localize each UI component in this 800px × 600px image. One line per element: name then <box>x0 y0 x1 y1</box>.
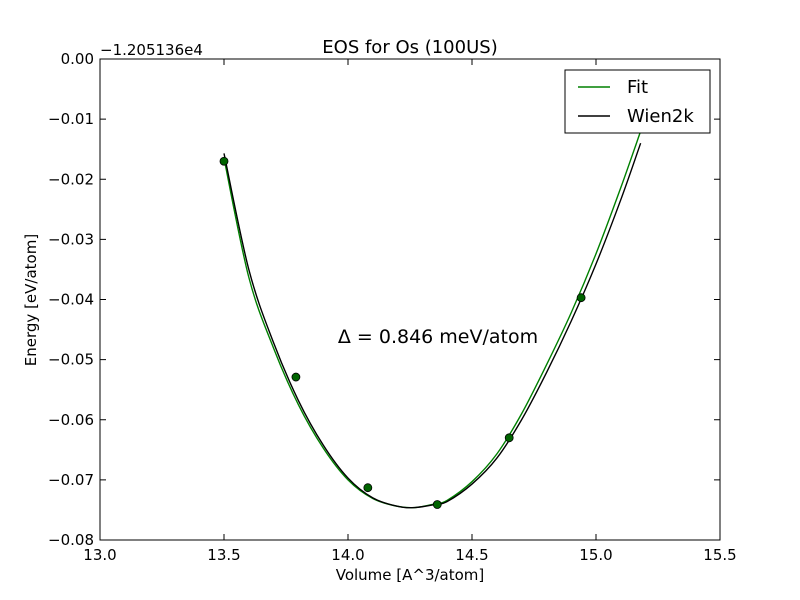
y-tick-label: −0.02 <box>48 170 94 188</box>
y-offset-label: −1.205136e4 <box>100 41 203 59</box>
x-tick-label: 13.5 <box>207 546 240 564</box>
legend-label-wien2k: Wien2k <box>627 106 694 127</box>
data-point <box>291 372 301 382</box>
legend-box <box>564 69 711 134</box>
y-tick-label: −0.03 <box>48 230 94 248</box>
x-tick-label: 15.5 <box>703 546 736 564</box>
x-tick-label: 14.0 <box>331 546 364 564</box>
y-tick-label: −0.04 <box>48 291 94 309</box>
y-tick-label: −0.01 <box>48 110 94 128</box>
y-tick-label: −0.07 <box>48 471 94 489</box>
data-point <box>504 433 514 443</box>
data-point <box>363 483 373 493</box>
y-tick-label: 0.00 <box>61 50 94 68</box>
y-tick-label: −0.06 <box>48 411 94 429</box>
annotation-delta: Δ = 0.846 meV/atom <box>338 326 538 348</box>
chart-title: EOS for Os (100US) <box>322 37 497 58</box>
data-point <box>432 500 442 509</box>
legend-label-fit: Fit <box>627 77 648 98</box>
x-tick-label: 13.0 <box>83 546 116 564</box>
y-tick-label: −0.05 <box>48 351 94 369</box>
data-point <box>219 156 229 166</box>
y-tick-label: −0.08 <box>48 531 94 549</box>
plot-frame <box>99 58 721 541</box>
x-axis-title: Volume [A^3/atom] <box>336 566 485 584</box>
data-point <box>576 293 586 303</box>
x-tick-label: 14.5 <box>455 546 488 564</box>
x-tick-label: 15.0 <box>579 546 612 564</box>
y-axis-title: Energy [eV/atom] <box>22 234 40 366</box>
legend: Fit Wien2k <box>564 69 711 134</box>
